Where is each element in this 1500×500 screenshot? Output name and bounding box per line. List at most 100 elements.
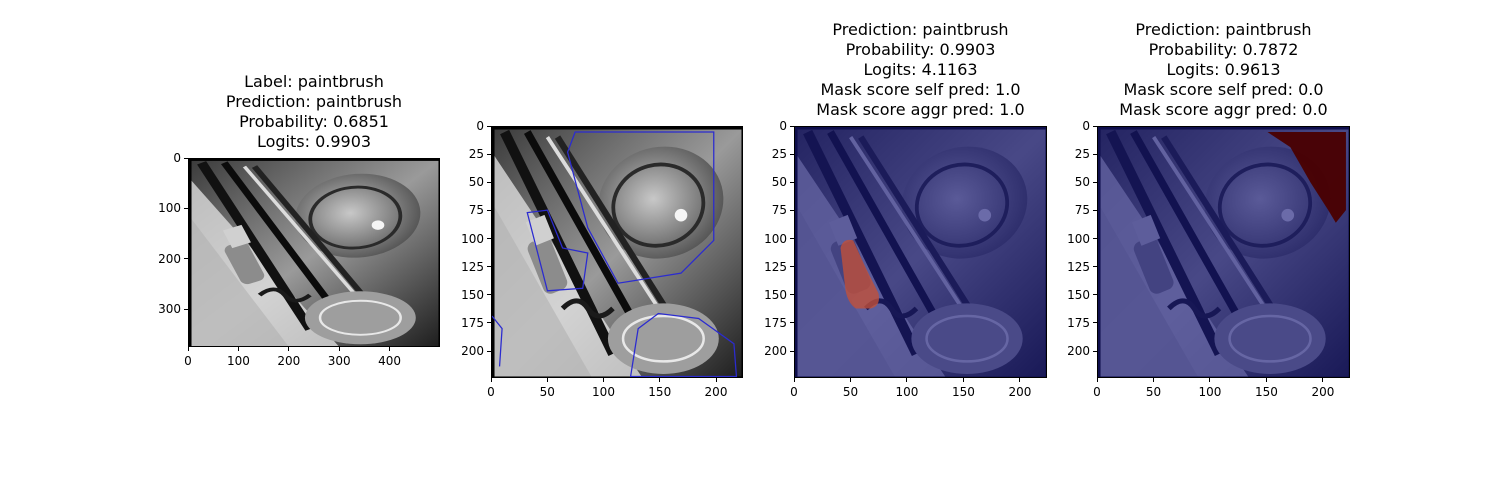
mask-region xyxy=(840,239,879,309)
y-tick xyxy=(1093,209,1097,211)
x-tick-label: 50 xyxy=(539,385,555,399)
x-tick-label: 150 xyxy=(1254,385,1278,399)
y-tick xyxy=(790,266,794,268)
y-tick xyxy=(1093,294,1097,296)
x-tick-label: 100 xyxy=(895,385,919,399)
title-line: Logits: 0.9903 xyxy=(256,132,372,151)
y-tick xyxy=(1093,181,1097,183)
x-tick xyxy=(389,347,391,351)
y-tick-label: 175 xyxy=(1067,315,1090,330)
y-tick xyxy=(487,350,491,352)
y-tick-label: 175 xyxy=(461,315,484,330)
title-line: Logits: 0.9613 xyxy=(1166,60,1281,79)
image-plot xyxy=(189,159,439,346)
photo-image xyxy=(492,127,742,377)
y-tick xyxy=(184,207,188,209)
x-tick xyxy=(288,347,290,351)
y-tick-label: 200 xyxy=(764,344,787,358)
y-tick xyxy=(790,125,794,127)
title-line: Probability: 0.9903 xyxy=(845,40,996,59)
y-tick xyxy=(790,153,794,155)
y-tick xyxy=(487,294,491,296)
image-plot xyxy=(795,127,1046,377)
x-tick xyxy=(715,378,717,382)
y-tick xyxy=(487,322,491,324)
image-axes xyxy=(188,158,440,347)
subplot-title: Prediction: paintbrush Probability: 0.990… xyxy=(734,20,1107,120)
y-tick-label: 150 xyxy=(1067,287,1090,302)
y-tick-label: 125 xyxy=(461,259,484,274)
x-tick-label: 400 xyxy=(378,354,402,368)
x-tick xyxy=(338,347,340,351)
y-tick xyxy=(487,181,491,183)
title-line: Label: paintbrush xyxy=(244,72,384,91)
y-tick xyxy=(1093,125,1097,127)
y-tick xyxy=(790,238,794,239)
y-tick-label: 25 xyxy=(1074,147,1090,162)
x-tick xyxy=(237,347,239,351)
subplot-title: Prediction: paintbrush Probability: 0.787… xyxy=(1037,20,1410,120)
x-tick xyxy=(1096,378,1098,382)
x-tick-label: 100 xyxy=(592,385,615,399)
y-tick-label: 175 xyxy=(764,315,787,330)
x-tick xyxy=(546,378,548,382)
x-tick-label: 100 xyxy=(226,354,250,368)
y-tick-label: 100 xyxy=(461,231,484,246)
title-line: Logits: 4.1163 xyxy=(863,60,978,79)
y-tick xyxy=(487,209,491,211)
y-tick-label: 0 xyxy=(476,119,484,133)
title-line: Mask score self pred: 1.0 xyxy=(820,80,1021,99)
title-line: Prediction: paintbrush xyxy=(1135,20,1312,39)
x-tick xyxy=(1019,378,1021,382)
image-plot xyxy=(1098,127,1349,377)
x-tick xyxy=(849,378,851,382)
x-tick-label: 100 xyxy=(1198,385,1222,399)
y-tick-label: 200 xyxy=(158,251,181,266)
y-tick-label: 0 xyxy=(779,119,787,133)
title-line: Mask score aggr pred: 0.0 xyxy=(1119,100,1328,119)
y-tick xyxy=(790,294,794,296)
y-tick-label: 75 xyxy=(468,203,484,218)
image-axes xyxy=(794,126,1047,378)
y-tick-label: 50 xyxy=(1074,175,1090,190)
x-tick-label: 200 xyxy=(704,385,728,399)
x-tick xyxy=(490,378,492,382)
title-line: Prediction: paintbrush xyxy=(225,92,403,111)
y-tick xyxy=(184,157,188,159)
y-tick-label: 100 xyxy=(158,201,181,216)
x-tick-label: 50 xyxy=(1145,385,1162,399)
y-tick xyxy=(790,209,794,211)
y-tick xyxy=(1093,238,1097,239)
subplot-title: Label: paintbrush Prediction: paintbrush P… xyxy=(128,72,500,152)
y-tick-label: 0 xyxy=(1082,119,1090,133)
title-line: Probability: 0.7872 xyxy=(1148,40,1299,59)
mask-region xyxy=(1267,132,1346,223)
photo-image xyxy=(189,159,439,346)
y-tick-label: 150 xyxy=(461,287,484,302)
x-tick xyxy=(1322,378,1324,382)
y-tick xyxy=(1093,153,1097,155)
title-line: Probability: 0.6851 xyxy=(239,112,389,131)
y-tick xyxy=(1093,266,1097,268)
y-tick-label: 75 xyxy=(771,203,787,218)
y-tick-label: 125 xyxy=(1067,259,1090,274)
y-tick-label: 0 xyxy=(173,151,181,165)
y-tick-label: 100 xyxy=(764,231,787,246)
x-tick-label: 300 xyxy=(327,354,351,368)
y-tick xyxy=(790,322,794,324)
x-tick-label: 0 xyxy=(487,385,495,399)
x-tick-label: 200 xyxy=(277,354,301,368)
y-tick-label: 75 xyxy=(1074,203,1090,218)
segment-outlines xyxy=(492,131,738,377)
y-tick-label: 25 xyxy=(468,147,484,162)
title-line: Prediction: paintbrush xyxy=(832,20,1009,39)
x-tick-label: 200 xyxy=(1311,385,1335,399)
x-tick-label: 50 xyxy=(842,385,859,399)
y-tick-label: 300 xyxy=(158,302,181,317)
y-tick xyxy=(184,258,188,260)
x-tick xyxy=(1265,378,1267,382)
y-tick xyxy=(790,181,794,183)
x-tick xyxy=(906,378,908,382)
image-plot xyxy=(492,127,742,377)
